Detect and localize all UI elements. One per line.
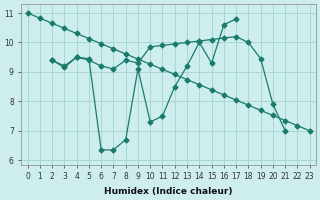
X-axis label: Humidex (Indice chaleur): Humidex (Indice chaleur) <box>104 187 233 196</box>
